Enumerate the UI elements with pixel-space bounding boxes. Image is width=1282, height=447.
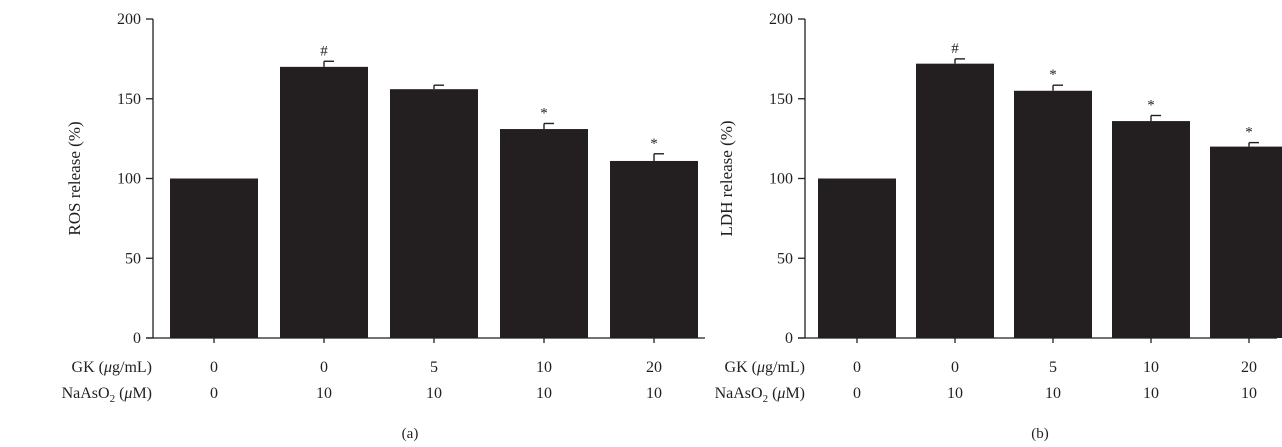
bar xyxy=(1210,146,1282,338)
bar xyxy=(916,63,994,338)
significance-marker: * xyxy=(1049,67,1057,83)
y-tick-label: 200 xyxy=(117,11,141,28)
significance-marker: * xyxy=(1147,97,1155,113)
chart-panel-b: 0 50 100 150 200 LDH release (%) 0 0 #0 10 * 5 10 * 10… xyxy=(715,11,1282,442)
significance-marker: * xyxy=(1245,125,1253,141)
y-tick-label: 150 xyxy=(769,91,793,108)
gk-value-label: 10 xyxy=(536,359,552,376)
y-tick-label: 50 xyxy=(777,250,793,267)
naaso2-value-label: 10 xyxy=(426,385,442,402)
bar xyxy=(610,160,698,338)
gk-value-label: 0 xyxy=(951,359,959,376)
naaso2-value-label: 10 xyxy=(646,385,662,402)
y-tick-label: 200 xyxy=(769,11,793,28)
error-bar xyxy=(1248,141,1259,147)
error-bar xyxy=(1150,114,1161,122)
y-tick-label: 100 xyxy=(117,171,141,188)
significance-marker: * xyxy=(650,136,658,152)
naaso2-row-label: NaAsO2 (μM) xyxy=(715,385,805,405)
y-tick-label: 150 xyxy=(117,91,141,108)
naaso2-row-label: NaAsO2 (μM) xyxy=(62,385,152,405)
naaso2-value-label: 10 xyxy=(316,385,332,402)
bar xyxy=(1014,90,1092,339)
y-tick-label: 100 xyxy=(769,171,793,188)
chart-panel-a: 0 50 100 150 200 ROS release (%) 0 0 #0 10 5 10 * 10 1… xyxy=(62,11,705,442)
bar xyxy=(170,178,258,338)
naaso2-value-label: 0 xyxy=(853,385,861,402)
gk-value-label: 5 xyxy=(430,359,438,376)
gk-value-label: 10 xyxy=(1143,359,1159,376)
error-bar xyxy=(653,153,664,161)
bar xyxy=(818,178,896,338)
naaso2-value-label: 0 xyxy=(210,385,218,402)
significance-marker: * xyxy=(540,105,548,121)
y-axis-title: ROS release (%) xyxy=(65,121,84,235)
error-bar xyxy=(1052,84,1063,91)
gk-value-label: 0 xyxy=(853,359,861,376)
bar xyxy=(390,89,478,339)
gk-row-label: GK (μg/mL) xyxy=(725,359,805,376)
error-bar xyxy=(543,122,554,130)
gk-value-label: 0 xyxy=(210,359,218,376)
panel-label: (b) xyxy=(1031,426,1049,442)
gk-value-label: 5 xyxy=(1049,359,1057,376)
naaso2-value-label: 10 xyxy=(1241,385,1257,402)
bar xyxy=(500,129,588,338)
naaso2-value-label: 10 xyxy=(536,385,552,402)
bar xyxy=(1112,121,1190,338)
y-tick-label: 0 xyxy=(133,330,141,347)
gk-value-label: 0 xyxy=(320,359,328,376)
y-tick-label: 0 xyxy=(785,330,793,347)
error-bar xyxy=(323,60,334,67)
naaso2-value-label: 10 xyxy=(1045,385,1061,402)
panel-label: (a) xyxy=(402,426,419,442)
significance-marker: # xyxy=(951,41,959,57)
y-axis-title: LDH release (%) xyxy=(717,120,736,236)
error-bar xyxy=(433,84,444,90)
error-bar xyxy=(954,58,965,64)
naaso2-value-label: 10 xyxy=(947,385,963,402)
naaso2-value-label: 10 xyxy=(1143,385,1159,402)
gk-value-label: 20 xyxy=(1241,359,1257,376)
gk-row-label: GK (μg/mL) xyxy=(72,359,152,376)
y-tick-label: 50 xyxy=(125,250,141,267)
bar xyxy=(280,66,368,338)
significance-marker: # xyxy=(320,43,328,59)
gk-value-label: 20 xyxy=(646,359,662,376)
